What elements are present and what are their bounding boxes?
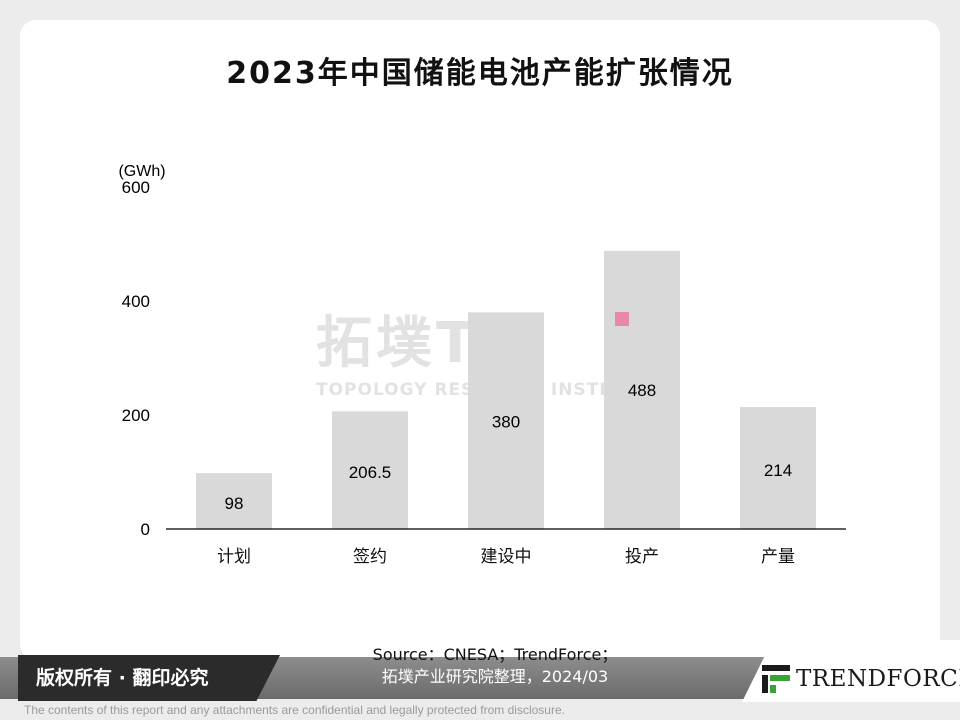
source-line-1: Source：CNESA；TrendForce； xyxy=(372,645,618,664)
bar-value-label: 488 xyxy=(628,381,656,400)
x-category-label: 产量 xyxy=(761,547,795,567)
page-title: 2023年中国储能电池产能扩张情况 xyxy=(226,56,734,91)
bar-value-label: 214 xyxy=(764,461,792,480)
y-tick-label: 400 xyxy=(122,292,150,311)
copyright-label: 版权所有 · 翻印必究 xyxy=(18,655,280,701)
bar xyxy=(332,411,408,529)
source-note: Source：CNESA；TrendForce； 拓墣产业研究院整理，2024/… xyxy=(300,644,690,688)
x-category-label: 投产 xyxy=(625,547,659,567)
x-category-label: 签约 xyxy=(353,547,387,567)
trendforce-logo-icon xyxy=(762,665,790,693)
disclaimer-text: The contents of this report and any atta… xyxy=(24,703,565,717)
bar xyxy=(740,407,816,529)
y-axis-unit: (GWh) xyxy=(118,163,165,180)
bar-value-label: 206.5 xyxy=(349,463,392,482)
bar xyxy=(196,473,272,529)
x-category-label: 建设中 xyxy=(481,547,532,567)
bar xyxy=(468,312,544,529)
pink-marker xyxy=(615,312,629,326)
trendforce-logo-text: TRENDFORCE xyxy=(796,666,960,692)
y-tick-label: 600 xyxy=(122,178,150,197)
y-tick-label: 0 xyxy=(141,520,150,539)
source-line-2: 拓墣产业研究院整理，2024/03 xyxy=(381,667,609,686)
bar-chart: (GWh) 0 200 400 600 98 计划 206.5 签约 380 建设中 488 投产 214… xyxy=(118,163,846,567)
bar-value-label: 98 xyxy=(225,494,244,513)
x-category-label: 计划 xyxy=(217,547,251,567)
bar xyxy=(604,250,680,529)
bar-value-label: 380 xyxy=(492,412,520,431)
y-tick-label: 200 xyxy=(122,406,150,425)
